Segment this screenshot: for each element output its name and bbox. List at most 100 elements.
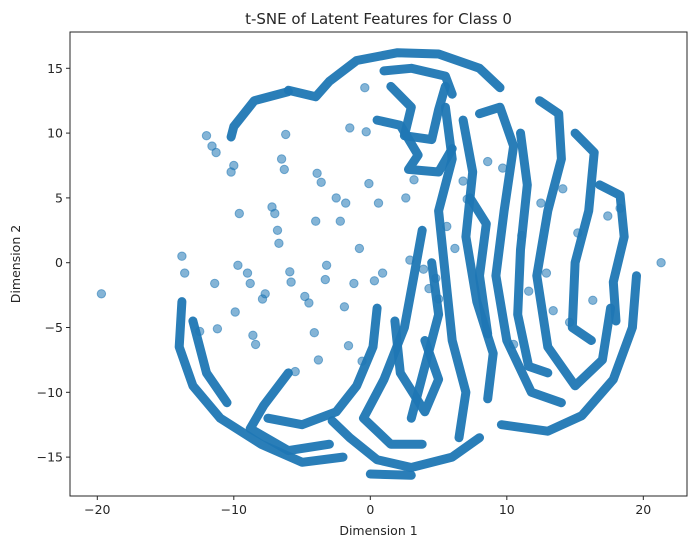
scatter-point — [229, 160, 239, 171]
chart-title: t-SNE of Latent Features for Class 0 — [245, 10, 512, 28]
scatter-point — [300, 291, 310, 302]
scatter-point — [335, 216, 345, 226]
plot-frame — [69, 31, 688, 497]
dense-point-cluster — [327, 416, 484, 472]
y-axis: −15 −10 −5 0 5 10 15 — [37, 61, 70, 465]
scatter-point — [373, 198, 384, 208]
scatter-point — [250, 339, 261, 350]
scatter-point — [483, 156, 493, 167]
scatter-point — [320, 274, 330, 285]
scatter-point — [321, 260, 332, 270]
dense-point-cluster — [365, 469, 416, 480]
dense-point-cluster — [406, 258, 444, 423]
dense-point-cluster — [475, 102, 566, 408]
scatter-point — [541, 268, 552, 278]
scatter-point — [316, 177, 326, 188]
scatter-point — [233, 260, 243, 270]
scatter-point — [418, 264, 429, 274]
scatter-point — [603, 211, 613, 221]
scatter-point — [270, 208, 280, 219]
scatter-point — [558, 184, 568, 194]
dense-point-cluster — [513, 128, 553, 378]
scatter-point — [364, 178, 374, 189]
x-tick-label: 10 — [499, 502, 515, 517]
scatter-point — [285, 267, 295, 277]
scatter-point — [201, 131, 212, 141]
dense-point-cluster — [372, 115, 457, 177]
scatter-point — [210, 278, 220, 289]
scatter-point — [401, 193, 411, 203]
scatter-point — [276, 154, 287, 164]
scatter-point — [260, 289, 270, 299]
dense-point-cluster — [263, 303, 382, 430]
scatter-point — [242, 268, 253, 278]
plot-area — [96, 48, 666, 480]
x-tick-label: 0 — [366, 502, 374, 517]
scatter-point — [354, 243, 365, 254]
dense-point-cluster — [595, 180, 629, 326]
dense-point-cluster — [283, 48, 505, 102]
scatter-point — [377, 268, 388, 278]
x-tick-label: 20 — [635, 502, 651, 517]
scatter-point — [180, 268, 190, 278]
scatter-point — [524, 286, 534, 296]
y-tick-label: −15 — [37, 450, 63, 465]
scatter-point — [369, 276, 380, 286]
scatter-point — [341, 198, 351, 208]
scatter-point — [234, 208, 245, 219]
x-tick-label: −10 — [221, 502, 247, 517]
scatter-point — [304, 298, 314, 308]
scatter-point — [279, 164, 289, 175]
dense-point-cluster — [174, 297, 348, 467]
dense-point-cluster — [188, 316, 232, 408]
scatter-point — [458, 176, 468, 186]
scatter-point — [656, 258, 666, 268]
dense-point-cluster — [359, 225, 427, 449]
y-tick-label: 0 — [55, 255, 63, 270]
y-tick-label: 15 — [47, 61, 63, 76]
scatter-point — [339, 302, 350, 312]
scatter-point — [230, 307, 240, 317]
x-tick-label: −20 — [84, 502, 110, 517]
scatter-point — [309, 328, 319, 338]
dense-point-cluster — [567, 128, 599, 345]
y-tick-label: −5 — [45, 320, 63, 335]
scatter-point — [548, 306, 558, 316]
dense-point-cluster — [245, 368, 334, 456]
scatter-point — [313, 355, 324, 365]
dense-point-cluster — [458, 115, 498, 404]
scatter-point — [588, 295, 598, 305]
scatter-point — [211, 147, 221, 158]
scatter-point — [245, 278, 255, 289]
scatter-point — [177, 251, 187, 261]
dense-point-cluster — [386, 81, 450, 145]
y-tick-label: 5 — [55, 190, 63, 205]
scatter-point — [343, 341, 354, 351]
x-axis: −20 −10 0 10 20 — [84, 496, 651, 517]
scatter-point — [331, 193, 341, 203]
scatter-point — [360, 83, 370, 93]
dense-point-cluster — [390, 316, 444, 417]
dense-point-cluster — [465, 193, 493, 339]
scatter-point — [272, 225, 283, 236]
scatter-point — [96, 289, 107, 299]
y-tick-label: −10 — [37, 385, 63, 400]
scatter-point — [286, 277, 296, 287]
x-axis-label: Dimension 1 — [339, 523, 417, 538]
scatter-point — [281, 129, 291, 140]
dense-point-cluster — [226, 87, 293, 142]
dense-point-cluster — [532, 96, 616, 391]
scatter-point — [450, 243, 460, 254]
dense-point-cluster — [434, 102, 471, 443]
scatter-point — [312, 168, 322, 179]
scatter-point — [361, 127, 371, 137]
scatter-point — [345, 123, 355, 133]
scatter-point — [212, 324, 223, 334]
scatter-point — [536, 198, 546, 208]
y-tick-label: 10 — [47, 126, 63, 141]
scatter-point — [274, 238, 284, 249]
scatter-point — [409, 175, 419, 185]
scatter-point — [349, 278, 359, 289]
scatter-point — [311, 216, 321, 226]
